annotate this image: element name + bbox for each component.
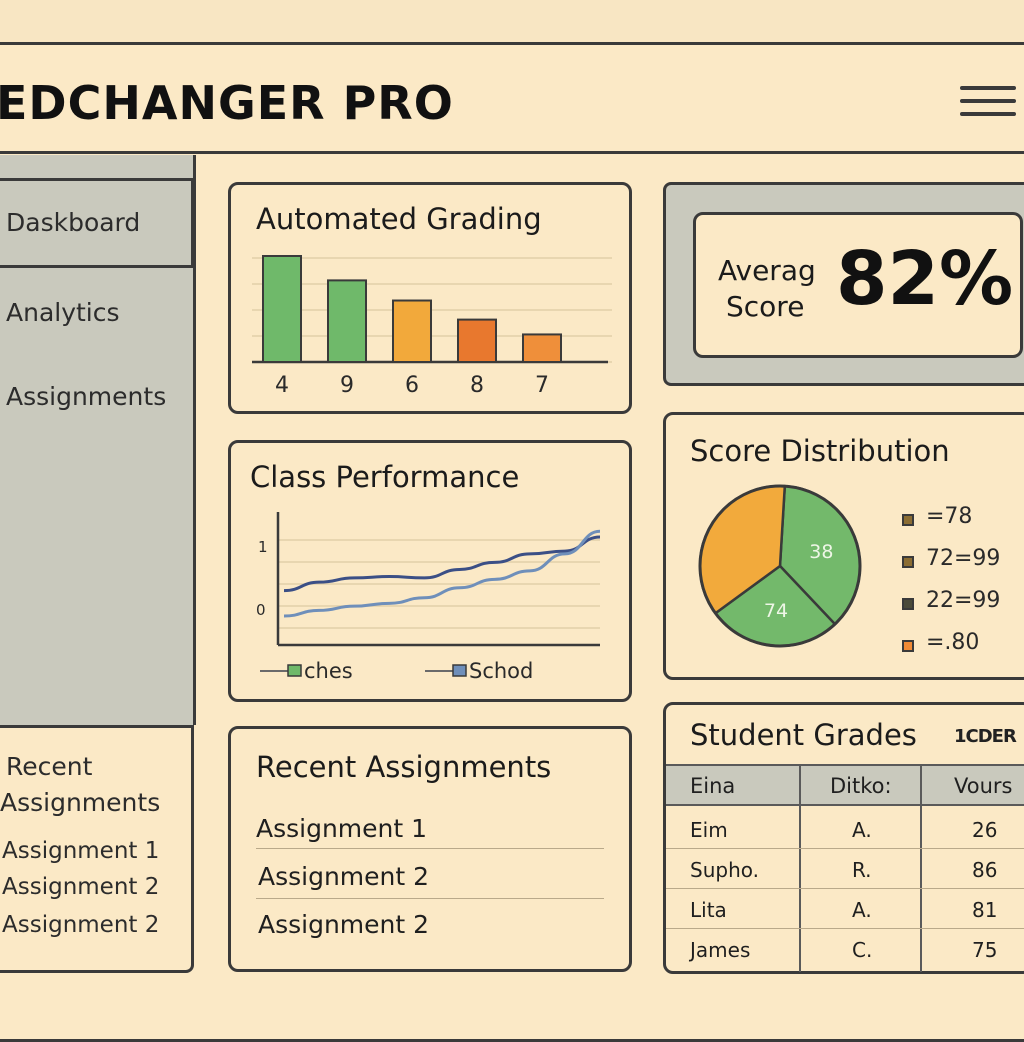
- automated-grading-chart: 4 9 6 8 7: [252, 255, 612, 398]
- row-divider: [256, 898, 604, 899]
- recent-assignments-title: Recent Assignments: [256, 750, 552, 784]
- bar-9: [327, 279, 367, 364]
- student-grades-badge: 1CDER: [954, 726, 1017, 747]
- legend-swatch: [902, 514, 914, 526]
- class-performance-card: [228, 440, 632, 702]
- x-tick-label: 6: [405, 373, 419, 398]
- grades-col-header[interactable]: Vours: [954, 774, 1013, 798]
- bar-4: [262, 255, 302, 363]
- score-distribution-pie: 38 74: [698, 484, 862, 648]
- student-grades-title: Student Grades: [690, 718, 917, 752]
- grades-col-header[interactable]: Eina: [690, 774, 736, 798]
- row-divider: [666, 928, 1024, 929]
- bar-7: [522, 333, 562, 364]
- legend-label: =78: [926, 504, 973, 529]
- bar-6: [392, 299, 432, 363]
- grade-cell: Lita: [690, 898, 727, 922]
- sidebar-item-analytics[interactable]: Analytics: [6, 298, 120, 327]
- class-performance-title: Class Performance: [250, 460, 520, 494]
- average-score-label-1: Averag: [718, 254, 816, 287]
- grade-cell: Eim: [690, 818, 728, 842]
- grade-cell: 75: [972, 938, 998, 962]
- sidebar-recent-item[interactable]: Assignment 1: [2, 838, 160, 864]
- sidebar-recent-item[interactable]: Assignment 2: [2, 912, 160, 938]
- grades-header-row: [666, 766, 1024, 804]
- grade-cell: 26: [972, 818, 998, 842]
- table-rule: [920, 766, 922, 972]
- row-divider: [666, 848, 1024, 849]
- x-tick-label: 7: [535, 373, 549, 398]
- legend-swatch: [902, 556, 914, 568]
- sidebar-item-dashboard[interactable]: [0, 178, 194, 268]
- pie-slice-label: 38: [809, 541, 833, 563]
- legend-label: 22=99: [926, 588, 1001, 613]
- sidebar-item-dashboard-label: Daskboard: [6, 208, 141, 237]
- sidebar-recent-panel: [0, 725, 194, 973]
- y-tick-label: 0: [256, 601, 266, 619]
- grade-cell: 86: [972, 858, 998, 882]
- legend-swatch: [452, 664, 467, 677]
- row-divider: [666, 888, 1024, 889]
- legend-swatch: [902, 640, 914, 652]
- grades-col-header[interactable]: Ditko:: [830, 774, 892, 798]
- class-performance-chart: 1 0 ches Schod: [256, 512, 601, 683]
- legend-label: 72=99: [926, 546, 1001, 571]
- sidebar-recent-title-2: Assignments: [0, 788, 161, 817]
- y-tick-label: 1: [258, 538, 268, 556]
- automated-grading-title: Automated Grading: [256, 202, 542, 236]
- table-rule: [666, 804, 1024, 806]
- series-line-ches: [283, 535, 601, 593]
- x-tick-label: 4: [275, 373, 289, 398]
- recent-assignment-item[interactable]: Assignment 2: [258, 862, 430, 891]
- x-tick-label: 8: [470, 373, 484, 398]
- legend-label: Schod: [469, 659, 533, 683]
- grade-cell: James: [690, 938, 751, 962]
- grade-cell: Supho.: [690, 858, 759, 882]
- score-distribution-title: Score Distribution: [690, 434, 950, 468]
- recent-assignment-item[interactable]: Assignment 1: [256, 814, 428, 843]
- legend-swatch: [287, 664, 302, 677]
- average-score-value: 82%: [836, 236, 1014, 322]
- pie-outline: [698, 484, 862, 648]
- table-rule: [799, 766, 801, 972]
- pie-slice-label: 74: [764, 600, 788, 622]
- sidebar-recent-title-1: Recent: [6, 752, 93, 781]
- average-score-card: [693, 212, 1023, 358]
- series-line-Schod: [283, 529, 601, 618]
- grade-cell: 81: [972, 898, 998, 922]
- legend-swatch: [902, 598, 914, 610]
- recent-assignments-card: [228, 726, 632, 972]
- bar-8: [457, 318, 497, 363]
- sidebar-item-assignments[interactable]: Assignments: [6, 382, 167, 411]
- legend-label: ches: [304, 659, 353, 683]
- app-header: [0, 42, 1024, 154]
- table-rule: [666, 764, 1024, 766]
- x-tick-label: 9: [340, 373, 354, 398]
- average-score-label-2: Score: [726, 290, 805, 323]
- sidebar-recent-item[interactable]: Assignment 2: [2, 874, 160, 900]
- legend-label: =.80: [926, 630, 980, 655]
- grade-cell: C.: [852, 938, 873, 962]
- recent-assignment-item[interactable]: Assignment 2: [258, 910, 430, 939]
- app-title: EDCHANGER PRO: [0, 76, 454, 130]
- hamburger-menu-icon[interactable]: [960, 86, 1016, 116]
- grade-cell: R.: [852, 858, 872, 882]
- row-divider: [256, 848, 604, 849]
- grade-cell: A.: [852, 898, 872, 922]
- grade-cell: A.: [852, 818, 872, 842]
